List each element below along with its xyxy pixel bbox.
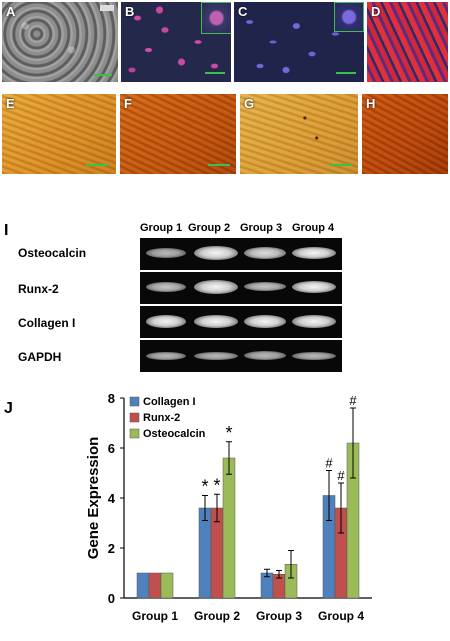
- blot-band: [194, 352, 238, 360]
- blot-row-osteocalcin: [140, 238, 342, 270]
- legend-swatch: [129, 396, 140, 407]
- scale-box: [100, 5, 114, 11]
- bar-osteocalcin: [222, 457, 236, 599]
- inset-zoom: [334, 2, 364, 32]
- panel-c-fluorescence: C: [234, 2, 364, 82]
- panel-label-a: A: [6, 4, 16, 19]
- y-tick-label: 2: [108, 541, 115, 556]
- panel-label-g: G: [244, 96, 255, 111]
- panel-label-h: H: [366, 96, 376, 111]
- panel-f-stain: F: [120, 94, 236, 174]
- blot-row-label: Collagen I: [18, 316, 76, 330]
- legend-label: Osteocalcin: [143, 428, 206, 440]
- blot-band: [194, 246, 238, 260]
- panel-label-d: D: [371, 4, 381, 19]
- blot-band: [244, 315, 286, 328]
- blot-band: [292, 315, 336, 328]
- legend-label: Runx-2: [143, 412, 180, 424]
- bar-collagen-i: [198, 507, 212, 599]
- blot-band: [292, 352, 336, 360]
- blot-band: [146, 282, 186, 292]
- blot-row-label: Osteocalcin: [18, 246, 87, 260]
- blot-band: [244, 247, 286, 259]
- x-tick-label: Group 1: [132, 609, 178, 623]
- panel-h-stain: H: [362, 94, 448, 174]
- scale-bar: [336, 72, 356, 74]
- panel-label-e: E: [6, 96, 15, 111]
- bar-runx-2: [148, 572, 162, 599]
- blot-band: [194, 315, 238, 328]
- blot-group-label: Group 2: [188, 222, 231, 234]
- y-tick-label: 8: [108, 391, 115, 406]
- y-tick-label: 4: [108, 491, 116, 506]
- scale-bar: [208, 164, 230, 166]
- blot-row-label: GAPDH: [18, 350, 62, 364]
- blot-band: [146, 315, 186, 328]
- significance-marker: *: [201, 477, 208, 497]
- inset-zoom: [201, 2, 231, 34]
- x-tick-label: Group 2: [194, 609, 240, 623]
- significance-marker: #: [325, 456, 333, 471]
- panel-label-b: B: [125, 4, 135, 19]
- y-tick-label: 0: [108, 591, 115, 606]
- panel-e-stain: E: [2, 94, 116, 174]
- bar-osteocalcin: [160, 572, 174, 599]
- blot-row-gapdh: [140, 340, 342, 372]
- panel-a-phase-contrast: A: [2, 2, 118, 82]
- blot-row-label: Runx-2: [18, 282, 59, 296]
- blot-group-label: Group 3: [240, 222, 283, 234]
- blot-band: [146, 352, 186, 360]
- x-tick-label: Group 4: [318, 609, 364, 623]
- blot-group-label: Group 1: [140, 222, 183, 234]
- panel-d-fluorescence: D: [367, 2, 448, 82]
- scale-bar: [94, 74, 112, 76]
- scale-bar: [205, 72, 225, 74]
- blot-band: [292, 247, 336, 259]
- panel-label-f: F: [124, 96, 132, 111]
- legend-swatch: [129, 428, 140, 439]
- blot-band: [244, 351, 286, 360]
- panel-label-c: C: [238, 4, 248, 19]
- scale-bar: [330, 164, 352, 166]
- scale-bar: [86, 164, 108, 166]
- bar-collagen-i: [136, 572, 150, 599]
- legend-swatch: [129, 412, 140, 423]
- blot-row-collagen: [140, 306, 342, 338]
- y-axis-label: Gene Expression: [85, 437, 102, 560]
- blot-band: [146, 248, 186, 258]
- panel-b-fluorescence: B: [121, 2, 231, 82]
- blot-group-label: Group 4: [292, 222, 335, 234]
- panel-g-stain: G: [240, 94, 358, 174]
- significance-marker: #: [337, 468, 345, 483]
- significance-marker: *: [213, 475, 220, 495]
- blot-band: [244, 282, 286, 291]
- legend-label: Collagen I: [143, 396, 196, 408]
- blot-band: [292, 281, 336, 293]
- significance-marker: #: [349, 393, 357, 408]
- significance-marker: *: [225, 423, 232, 443]
- blot-row-runx2: [140, 272, 342, 304]
- panel-label-j: J: [4, 400, 13, 417]
- y-tick-label: 6: [108, 441, 115, 456]
- blot-band: [194, 280, 238, 294]
- x-tick-label: Group 3: [256, 609, 302, 623]
- gene-expression-chart: 0 2 4 6 8 Gene Expression Group 1 Group 2 Group …: [85, 391, 372, 623]
- panel-label-i: I: [4, 222, 9, 239]
